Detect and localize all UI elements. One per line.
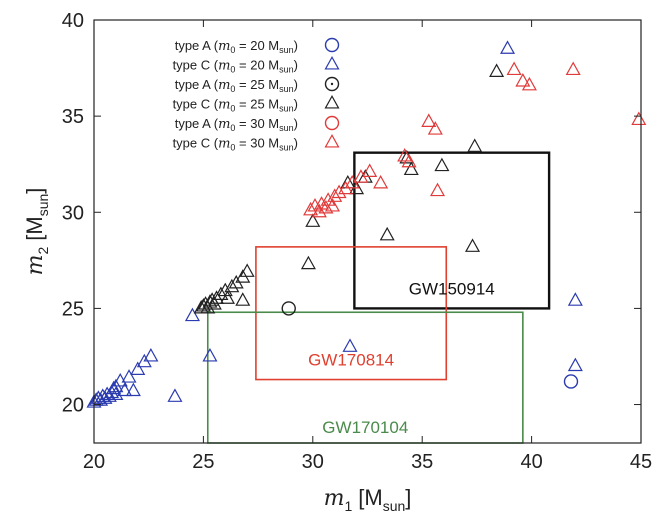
point-series-1 bbox=[202, 347, 218, 362]
point-series-1 bbox=[121, 369, 137, 383]
x-tick-label: 40 bbox=[520, 451, 542, 473]
point-series-5 bbox=[303, 201, 319, 216]
legend-marker-5 bbox=[324, 134, 340, 148]
legend-label-3: type C (m0 = 25 Msun) bbox=[173, 97, 298, 114]
region-box-gw150914 bbox=[353, 151, 551, 310]
y-tick-label: 35 bbox=[62, 106, 84, 128]
legend-marker-3 bbox=[324, 95, 340, 109]
point-series-1 bbox=[567, 292, 583, 306]
point-series-5 bbox=[521, 76, 537, 91]
point-series-3 bbox=[467, 138, 483, 152]
legend: type A (m0 = 20 Msun) type C (m0 = 20 Msu… bbox=[173, 37, 340, 153]
x-tick-label: 45 bbox=[630, 451, 652, 473]
point-series-3 bbox=[219, 290, 235, 304]
point-series-5 bbox=[320, 192, 336, 206]
y-axis-title: m2[Msun] bbox=[22, 188, 51, 276]
point-series-3 bbox=[305, 213, 321, 227]
point-series-5 bbox=[421, 113, 437, 127]
point-series-3 bbox=[217, 282, 233, 297]
point-series-1 bbox=[567, 357, 583, 372]
point-series-1 bbox=[143, 347, 159, 362]
point-series-5 bbox=[427, 121, 443, 135]
y-tick-label: 25 bbox=[62, 298, 84, 320]
point-series-5 bbox=[324, 198, 341, 212]
point-series-2 bbox=[281, 301, 296, 316]
legend-marker-2 bbox=[324, 76, 340, 92]
point-series-1 bbox=[342, 338, 358, 352]
point-series-5 bbox=[429, 182, 446, 197]
point-series-1 bbox=[500, 40, 516, 54]
point-series-5 bbox=[397, 148, 413, 162]
point-series-3 bbox=[403, 161, 419, 176]
point-series-5 bbox=[318, 199, 334, 214]
point-series-3 bbox=[300, 255, 316, 270]
legend-label-4: type A (m0 = 30 Msun) bbox=[175, 116, 298, 133]
legend-marker-0 bbox=[324, 37, 340, 53]
axis-ticks: 20 25 30 35 40 45 20 25 30 35 40 bbox=[62, 10, 652, 473]
point-series-1 bbox=[125, 382, 141, 397]
legend-marker-1 bbox=[324, 56, 340, 70]
point-series-3 bbox=[213, 286, 229, 300]
point-series-3 bbox=[489, 63, 505, 77]
y-tick-label: 30 bbox=[62, 202, 84, 224]
point-series-1 bbox=[167, 388, 183, 402]
point-series-3 bbox=[434, 157, 450, 172]
point-series-5 bbox=[401, 153, 417, 168]
point-series-5 bbox=[307, 198, 323, 212]
point-series-5 bbox=[565, 61, 581, 76]
detection-regions bbox=[206, 151, 551, 444]
point-series-5 bbox=[631, 111, 647, 126]
point-series-3 bbox=[202, 294, 218, 308]
x-tick-label: 25 bbox=[192, 451, 214, 473]
point-series-5 bbox=[331, 184, 347, 199]
region-label-gw170104: GW170104 bbox=[322, 418, 408, 437]
x-tick-label: 35 bbox=[411, 451, 433, 473]
point-series-3 bbox=[209, 290, 225, 304]
point-series-3 bbox=[465, 238, 481, 252]
point-series-1 bbox=[106, 380, 122, 395]
point-series-5 bbox=[311, 203, 327, 218]
region-box-gw170814 bbox=[255, 246, 448, 381]
legend-label-0: type A (m0 = 20 Msun) bbox=[175, 38, 298, 55]
point-series-3 bbox=[235, 292, 251, 306]
point-series-1 bbox=[184, 307, 200, 322]
point-series-3 bbox=[379, 226, 395, 241]
point-series-3 bbox=[224, 278, 240, 293]
legend-marker-4 bbox=[324, 115, 340, 131]
x-tick-label: 20 bbox=[83, 451, 105, 473]
y-tick-label: 20 bbox=[62, 395, 84, 417]
legend-marker-dot-2 bbox=[330, 82, 334, 86]
legend-label-1: type C (m0 = 20 Msun) bbox=[173, 58, 298, 75]
point-series-5 bbox=[373, 174, 389, 189]
point-series-5 bbox=[515, 73, 531, 87]
point-series-5 bbox=[327, 188, 343, 202]
plot-frame bbox=[93, 19, 642, 444]
point-series-1 bbox=[130, 361, 146, 375]
legend-label-2: type A (m0 = 25 Msun) bbox=[175, 77, 298, 94]
point-series-5 bbox=[362, 163, 378, 177]
x-axis-title: m1 [Msun] bbox=[324, 485, 412, 514]
legend-label-5: type C (m0 = 30 Msun) bbox=[173, 136, 298, 153]
point-series-0 bbox=[563, 374, 579, 389]
region-label-gw170814: GW170814 bbox=[308, 351, 394, 370]
data-points bbox=[86, 40, 647, 408]
point-series-3 bbox=[239, 263, 255, 277]
point-series-5 bbox=[506, 61, 522, 76]
x-tick-label: 30 bbox=[302, 451, 324, 473]
point-series-1 bbox=[117, 382, 133, 397]
region-label-gw150914: GW150914 bbox=[409, 279, 495, 298]
region-labels: GW150914 GW170814 GW170104 bbox=[308, 279, 495, 437]
y-tick-label: 40 bbox=[62, 10, 84, 32]
